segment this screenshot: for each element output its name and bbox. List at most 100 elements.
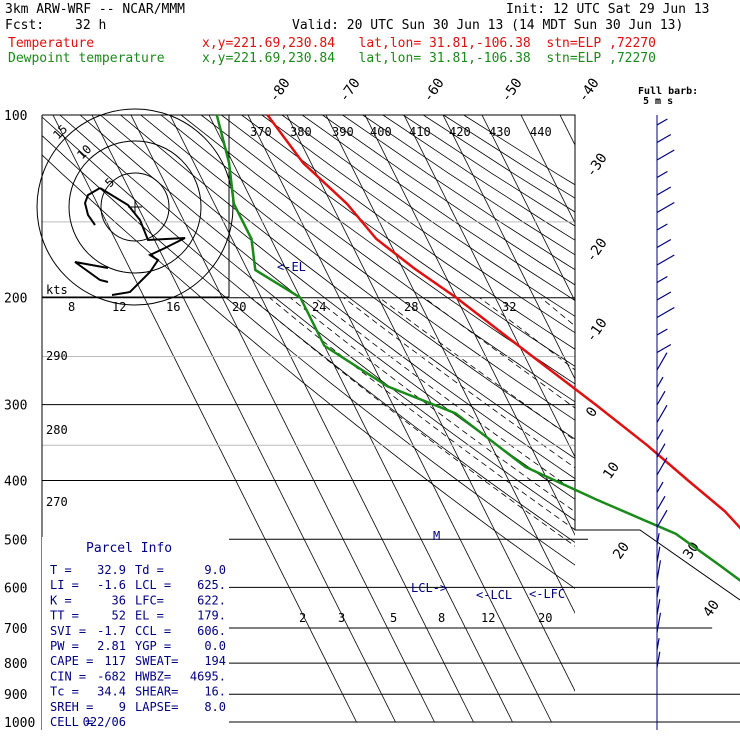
parcel-value: 4695.	[190, 669, 226, 683]
wind-barb	[656, 560, 662, 581]
isotherm-line	[442, 115, 575, 380]
isotherm-line	[286, 115, 575, 692]
theta-label: 270	[46, 495, 68, 509]
wind-barb	[656, 186, 672, 196]
pressure-label-100: 100	[4, 109, 27, 124]
parcel-label: YGP =	[135, 639, 171, 653]
legend-dewpoint-info: x,y=221.69,230.84 lat,lon= 31.81,-106.38…	[202, 51, 656, 66]
parcel-label: CELL =	[50, 715, 93, 729]
wind-barb	[656, 533, 660, 546]
mixing-ratio-label: 2	[299, 611, 306, 625]
wind-barb	[656, 481, 664, 493]
wind-barb	[656, 238, 672, 249]
hodograph-trace	[83, 187, 101, 226]
hodograph-units: kts	[46, 283, 68, 297]
parcel-value: 9	[119, 700, 126, 714]
mixing-ratio-label: 5	[390, 611, 397, 625]
parcel-label: SREH =	[50, 700, 93, 714]
parcel-value: 606.	[197, 624, 226, 638]
isotherm-label: -60	[420, 75, 448, 105]
isotherm-line	[638, 115, 740, 722]
theta-label: 410	[409, 125, 431, 139]
wind-barb	[656, 133, 672, 144]
temperature-line	[266, 114, 740, 530]
wind-barb	[656, 390, 666, 406]
wind-barb	[656, 495, 666, 511]
wind-barb	[656, 376, 664, 388]
isotherm-line	[325, 115, 575, 614]
parcel-value: 34.4	[97, 685, 126, 699]
isotherm-label: -80	[266, 75, 294, 105]
theta-label: 390	[332, 125, 354, 139]
isotherm-line	[91, 115, 396, 723]
moist-adiabat	[540, 297, 575, 327]
parcel-value: 625.	[197, 578, 226, 592]
wind-barb	[656, 352, 668, 371]
pressure-label-500: 500	[4, 533, 27, 548]
parcel-value: 36	[112, 593, 126, 607]
pressure-label-200: 200	[4, 292, 27, 307]
mixing-ratio-label: 8	[438, 611, 445, 625]
isotherm-label: -20	[583, 235, 611, 265]
hodograph-trace	[74, 261, 109, 283]
theta-label: 380	[290, 125, 312, 139]
theta-label: 370	[250, 125, 272, 139]
isotherm-line	[364, 115, 575, 536]
isotherm-line	[403, 115, 575, 458]
parcel-value: 8.0	[204, 700, 226, 714]
theta-label: 440	[530, 125, 552, 139]
parcel-label: EL =	[135, 609, 164, 623]
parcel-label: Tc =	[50, 685, 79, 699]
wind-barb	[656, 638, 660, 651]
parcel-label: SVI =	[50, 624, 86, 638]
mixing-ratio-label: 12	[481, 611, 495, 625]
pressure-label-1000: 1000	[4, 716, 35, 731]
wind-barb	[656, 254, 675, 266]
wind-barb	[656, 170, 668, 179]
pressure-label-600: 600	[4, 581, 27, 596]
parcel-label: LCL =	[135, 578, 171, 592]
isotherm-label: 40	[700, 597, 723, 620]
sounding-annotation: LCL->	[411, 581, 447, 595]
sounding-annotation: <-LCL	[476, 588, 512, 602]
init-time: Init: 12 UTC Sat 29 Jun 13	[506, 2, 710, 17]
hodograph-ring	[100, 172, 170, 242]
parcel-value: 194	[204, 654, 226, 668]
parcel-value: 117	[104, 654, 126, 668]
parcel-label: K =	[50, 593, 72, 607]
legend-temperature-label: Temperature	[8, 36, 95, 51]
model-title: 3km ARW-WRF -- NCAR/MMM	[5, 2, 186, 17]
parcel-value: 16.	[204, 685, 226, 699]
moist-adiabats	[250, 297, 575, 547]
sounding-annotations: <-EL LCL-> <-LCL <-LFC M	[277, 260, 565, 602]
dry-adiabat	[322, 115, 575, 286]
pressure-label-800: 800	[4, 657, 27, 672]
hodograph-speed-tick: 8	[68, 300, 75, 314]
pressure-label-400: 400	[4, 474, 27, 489]
sounding-series	[215, 114, 740, 582]
isotherm-label: -70	[336, 75, 364, 105]
hodograph-speed-tick: 16	[166, 300, 180, 314]
moist-adiabat	[479, 297, 575, 371]
wind-barb	[656, 223, 668, 231]
mixing-ratio-label: 3	[338, 611, 345, 625]
barb-title: 5 m s	[643, 96, 673, 107]
wind-barb	[656, 651, 661, 668]
parcel-label: Td =	[135, 563, 164, 577]
wind-barb	[656, 612, 662, 633]
sounding-annotation: <-EL	[277, 260, 306, 274]
theta-label: 420	[449, 125, 471, 139]
forecast-hours: 32 h	[75, 18, 107, 33]
axis-labels: 100 200 300 400 500 600 700 800 900 1000 -80 -70 -60…	[4, 75, 723, 731]
parcel-label: SWEAT=	[135, 654, 178, 668]
hodograph-ring	[68, 140, 202, 274]
isotherm-line	[52, 115, 357, 723]
parcel-value: -1.7	[97, 624, 126, 638]
isotherm-line	[520, 115, 575, 224]
parcel-value: 52	[112, 609, 126, 623]
isotherm-line	[481, 115, 575, 302]
hodograph-speed-tick: 12	[112, 300, 126, 314]
parcel-label: CIN =	[50, 669, 86, 683]
theta-label: 280	[46, 423, 68, 437]
wind-barb	[656, 149, 675, 161]
